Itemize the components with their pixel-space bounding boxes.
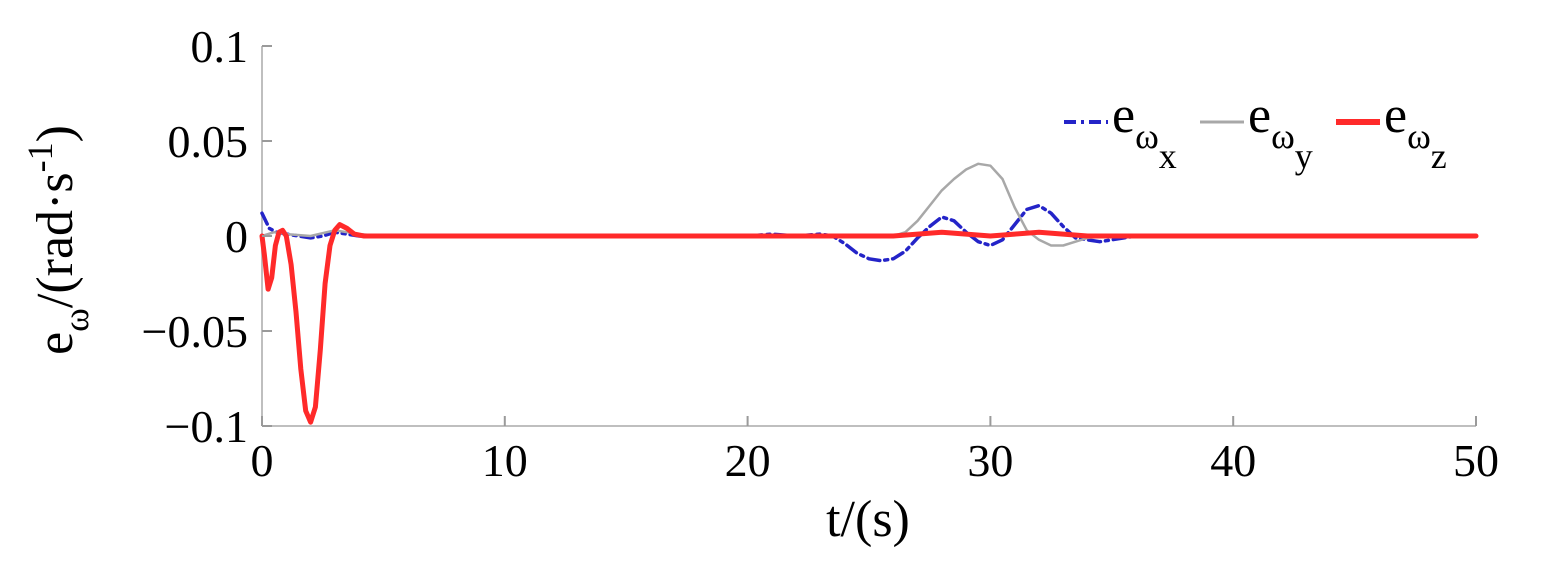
x-tick-label: 40 (1210, 435, 1256, 486)
x-tick-label: 0 (251, 435, 274, 486)
y-tick-label: 0.1 (191, 21, 249, 72)
legend-label-x-sub: ω (1135, 116, 1159, 156)
legend-label-y-base: e (1248, 87, 1271, 144)
svg-text:eωx: eωx (1112, 87, 1177, 176)
legend: eωx eωy eωz (1064, 87, 1447, 176)
legend-label-z-base: e (1384, 87, 1407, 144)
series-line-x (260, 203, 1478, 263)
x-tick-label: 20 (725, 435, 771, 486)
x-tick-label: 50 (1453, 435, 1499, 486)
legend-label-z-subsub: z (1431, 136, 1447, 176)
x-tick-label: 30 (967, 435, 1013, 486)
ticks-layer: 0 10 20 30 40 50 −0.1 −0.05 0 0.05 0.1 (142, 21, 1499, 486)
svg-text:eω/(rad·s-1): eω/(rad·s-1) (20, 125, 96, 355)
y-tick-label: −0.05 (142, 306, 248, 357)
series-layer (259, 162, 1479, 425)
legend-label-x-subsub: x (1159, 136, 1177, 176)
legend-item-z: eωz (1336, 87, 1447, 176)
legend-item-y: eωy (1200, 87, 1313, 176)
y-axis-label-unit-prefix: /(rad·s (27, 172, 84, 308)
series-line-z (259, 222, 1479, 425)
legend-label-x-base: e (1112, 87, 1135, 144)
y-tick-label: −0.1 (165, 401, 248, 452)
x-tick-label: 10 (482, 435, 528, 486)
y-axis-label-sub: ω (56, 308, 96, 332)
svg-text:eωy: eωy (1248, 87, 1313, 176)
y-tick-label: 0 (225, 211, 248, 262)
y-axis-label: eω/(rad·s-1) (20, 125, 96, 355)
svg-text:eωz: eωz (1384, 87, 1447, 176)
x-axis-label: t/(s) (826, 491, 910, 548)
y-axis-label-unit-suffix: ) (27, 125, 84, 142)
y-axis-label-base: e (27, 332, 84, 355)
legend-item-x: eωx (1064, 87, 1177, 176)
legend-label-y-sub: ω (1271, 116, 1295, 156)
legend-label-z-sub: ω (1407, 116, 1431, 156)
y-tick-label: 0.05 (168, 116, 249, 167)
series-line-y (260, 162, 1478, 247)
legend-label-y-subsub: y (1295, 136, 1313, 176)
y-axis-label-unit-sup: -1 (20, 142, 60, 172)
